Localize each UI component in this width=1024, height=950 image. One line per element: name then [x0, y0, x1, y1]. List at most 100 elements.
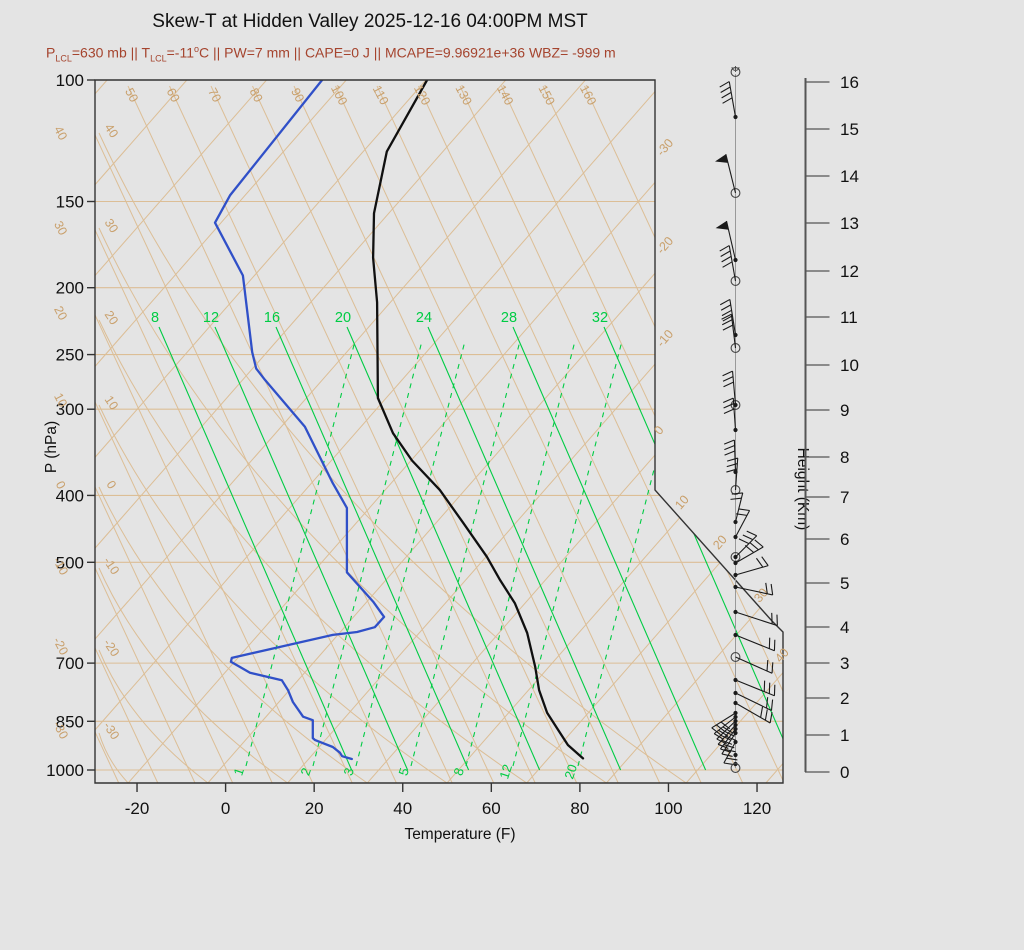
moist-adiabat-line [98, 227, 607, 783]
mixing-ratio-line [427, 326, 622, 771]
wind-barb-tick [723, 403, 734, 409]
mixing-ratio-bottom-label: 2 [297, 766, 314, 778]
dry-adiabat-label: 20 [51, 304, 70, 323]
isotherm-line [95, 80, 586, 783]
mixing-ratio-line [603, 326, 783, 771]
mixing-ratio-line [275, 326, 470, 771]
wind-barb-staff [735, 611, 778, 627]
sounding-parameters-segment: =-11 [166, 44, 194, 61]
wind-barb-pennant [715, 221, 729, 230]
dry-adiabat-label: 90 [288, 86, 307, 105]
isotherm-line [127, 80, 746, 783]
moist-adiabat-line [98, 319, 528, 783]
wind-barb-tick [770, 583, 774, 595]
mixing-ratio-line [214, 326, 409, 771]
wind-barb-tick [720, 250, 731, 257]
wind-barb-tick [720, 748, 732, 753]
height-tick-label: 12 [840, 262, 859, 281]
wind-barb-staff [732, 398, 737, 431]
mixing-ratio-bottom-label: 1 [230, 766, 247, 778]
sounding-parameters-segment: LCL [55, 53, 72, 64]
height-tick-label: 8 [840, 448, 849, 467]
wind-barb-tick [722, 397, 734, 404]
wind-station-circle [730, 763, 741, 773]
x-tick-label: 100 [654, 799, 682, 818]
dry-adiabat-line [95, 486, 234, 783]
isotherm-line [95, 80, 267, 783]
pressure-tick-label: 200 [56, 279, 84, 298]
mixing-ratio-dashed-line [512, 339, 623, 767]
wind-barb-tick [721, 91, 732, 99]
height-tick-label: 15 [840, 120, 859, 139]
height-tick-label: 5 [840, 574, 849, 593]
wind-barb-staff [735, 565, 769, 576]
pressure-tick-label: 100 [56, 71, 84, 90]
wind-barb-tick [754, 539, 764, 548]
x-tick-label: 80 [570, 799, 589, 818]
wind-barb-staff [716, 720, 736, 740]
wind-barb-tick [738, 538, 750, 545]
wind-barb-tick [766, 660, 769, 672]
dry-adiabat-line [376, 85, 702, 783]
isotherm-label: 40 [772, 646, 792, 666]
isotherm-label: 20 [710, 533, 730, 553]
dry-adiabat-label: 50 [122, 86, 141, 105]
chart-title: Skew-T at Hidden Valley 2025-12-16 04:00… [152, 11, 588, 32]
mixing-ratio-label: 20 [335, 310, 351, 326]
x-tick-label: 60 [482, 799, 501, 818]
height-tick-label: 14 [840, 167, 859, 186]
wind-barb-tick [721, 319, 733, 326]
wind-barb-tick [722, 315, 733, 322]
wind-barb-tick [769, 712, 773, 724]
moist-adiabat-label: -10 [100, 554, 122, 577]
pressure-tick-label: 850 [56, 712, 84, 731]
height-tick-label: 4 [840, 618, 849, 637]
height-tick-label: 0 [840, 763, 849, 782]
mixing-ratio-dashed-line [410, 339, 521, 767]
wind-barb-staff [721, 732, 736, 755]
wind-station-dot [733, 752, 738, 758]
x-tick-label: 20 [305, 799, 324, 818]
dry-adiabat-line [584, 85, 783, 783]
pressure-tick-label: 1000 [46, 761, 84, 780]
wind-barb-tick [760, 706, 764, 718]
wind-barb-tick [719, 81, 730, 88]
height-tick-label: 3 [840, 654, 849, 673]
isotherm-line [95, 80, 666, 783]
moist-adiabat-label: 10 [102, 393, 121, 412]
isotherm-line [287, 80, 783, 783]
x-tick-label: 40 [393, 799, 412, 818]
sounding-parameters-segment: C || PW=7 mm || CAPE=0 J || MCAPE=9.9692… [199, 44, 616, 61]
wind-station-circle [730, 276, 741, 286]
mixing-ratio-label: 12 [203, 310, 219, 326]
mixing-ratio-bottom-label: 8 [450, 766, 467, 778]
wind-barb-tick [722, 376, 734, 382]
sounding-parameters-segment: LCL [150, 53, 167, 64]
wind-barb-tick [726, 468, 738, 473]
wind-barb-tick [771, 662, 774, 674]
moist-adiabat-line [98, 649, 209, 783]
isotherm-line [95, 80, 108, 783]
pressure-tick-label: 500 [56, 553, 84, 572]
isotherm-label: -10 [654, 327, 676, 350]
wind-staff-top-symbol [731, 66, 740, 72]
wind-barb-tick [722, 261, 733, 268]
dry-adiabat-line [169, 85, 495, 783]
dewpoint-trace [213, 80, 386, 761]
wind-barb-staff [735, 586, 773, 596]
dry-adiabat-line [95, 731, 120, 783]
dry-adiabat-line [542, 85, 783, 783]
wind-barb-tick [711, 727, 721, 736]
wind-barb-staff [713, 716, 736, 735]
moist-adiabat-label: 30 [102, 216, 121, 235]
mixing-ratio-bottom-label: 12 [496, 762, 515, 780]
wind-barb-tick [722, 324, 733, 331]
moist-adiabat-label: 0 [104, 478, 120, 492]
height-tick-label: 11 [840, 308, 858, 327]
x-tick-label: 120 [743, 799, 771, 818]
dry-adiabat-label: 130 [452, 83, 474, 108]
isotherm-label: -30 [654, 136, 676, 159]
wind-barb-tick [755, 557, 764, 568]
wind-barb-staff [735, 702, 771, 724]
